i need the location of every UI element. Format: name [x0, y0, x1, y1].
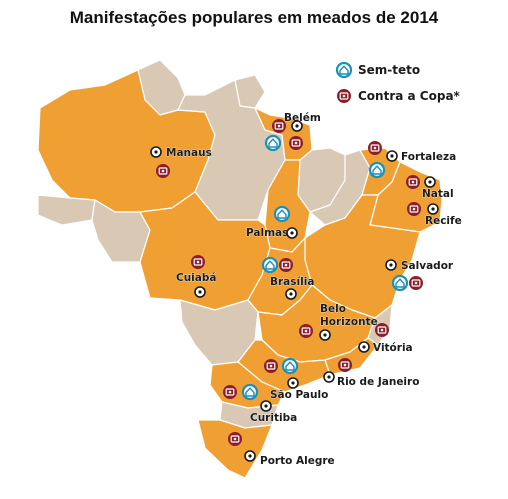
sem-teto-legend-icon — [335, 61, 353, 79]
state-acre — [37, 194, 96, 226]
copa-marker-natal — [405, 174, 421, 190]
city-label-belo-2: Horizonte — [320, 316, 378, 328]
city-label-palmas: Palmas — [246, 227, 288, 239]
city-label-rio: Rio de Janeiro — [337, 376, 419, 388]
copa-marker-recife — [406, 201, 422, 217]
city-label-recife: Recife — [425, 215, 462, 227]
house-marker-brasilia — [261, 256, 279, 274]
city-marker-fortaleza — [386, 150, 398, 162]
contra-copa-legend-icon — [336, 88, 352, 104]
city-marker-rio — [323, 371, 335, 383]
map-title: Manifestações populares em meados de 201… — [69, 8, 439, 27]
city-label-fortaleza: Fortaleza — [401, 151, 456, 163]
house-marker-fortaleza — [368, 161, 386, 179]
city-marker-natal — [424, 176, 436, 188]
copa-marker-vitoria — [374, 322, 390, 338]
copa-marker-cuiaba — [190, 254, 206, 270]
city-label-sao-paulo: São Paulo — [270, 389, 328, 401]
city-label-cuiaba: Cuiabá — [176, 272, 216, 284]
house-marker-belem — [264, 134, 282, 152]
state-rio-grande-sul — [197, 419, 273, 479]
city-label-salvador: Salvador — [401, 260, 454, 272]
copa-marker-salvador — [408, 275, 424, 291]
city-label-natal: Natal — [422, 188, 454, 200]
copa-marker-curitiba — [222, 384, 238, 400]
city-marker-palmas — [286, 227, 298, 239]
city-marker-belo-horizonte — [319, 329, 331, 341]
city-marker-belem — [291, 120, 303, 132]
copa-marker-manaus — [155, 163, 171, 179]
legend: Sem-teto Contra a Copa* — [335, 61, 461, 104]
city-label-curitiba: Curitiba — [250, 412, 297, 424]
copa-marker-porto-alegre — [227, 431, 243, 447]
house-marker-salvador — [391, 274, 409, 292]
city-label-porto-alegre: Porto Alegre — [260, 455, 335, 467]
city-marker-cuiaba — [194, 286, 206, 298]
house-marker-palmas — [273, 205, 291, 223]
city-marker-brasilia — [285, 288, 297, 300]
city-marker-sao-paulo — [287, 377, 299, 389]
city-label-belem: Belém — [284, 112, 321, 124]
city-marker-curitiba — [260, 400, 272, 412]
city-marker-vitoria — [358, 341, 370, 353]
city-label-manaus: Manaus — [166, 147, 212, 159]
copa-marker-belem — [271, 118, 287, 134]
legend-contra-copa: Contra a Copa* — [358, 89, 461, 103]
city-label-brasilia: Brasília — [270, 276, 314, 288]
city-marker-porto-alegre — [244, 450, 256, 462]
legend-sem-teto: Sem-teto — [358, 63, 420, 77]
copa-marker-belem-2 — [288, 135, 304, 151]
copa-marker-brasilia — [278, 257, 294, 273]
city-marker-recife — [427, 203, 439, 215]
city-label-belo-1: Belo — [320, 303, 346, 315]
copa-marker-sao-paulo — [263, 358, 279, 374]
copa-marker-rio — [337, 357, 353, 373]
house-marker-curitiba — [241, 383, 259, 401]
state-amazonas — [37, 69, 216, 213]
city-marker-manaus — [150, 146, 162, 158]
city-marker-salvador — [385, 259, 397, 271]
house-marker-sao-paulo — [281, 357, 299, 375]
copa-marker-belo-horizonte — [298, 323, 314, 339]
copa-marker-fortaleza — [367, 140, 383, 156]
city-label-vitoria: Vitória — [373, 342, 413, 354]
